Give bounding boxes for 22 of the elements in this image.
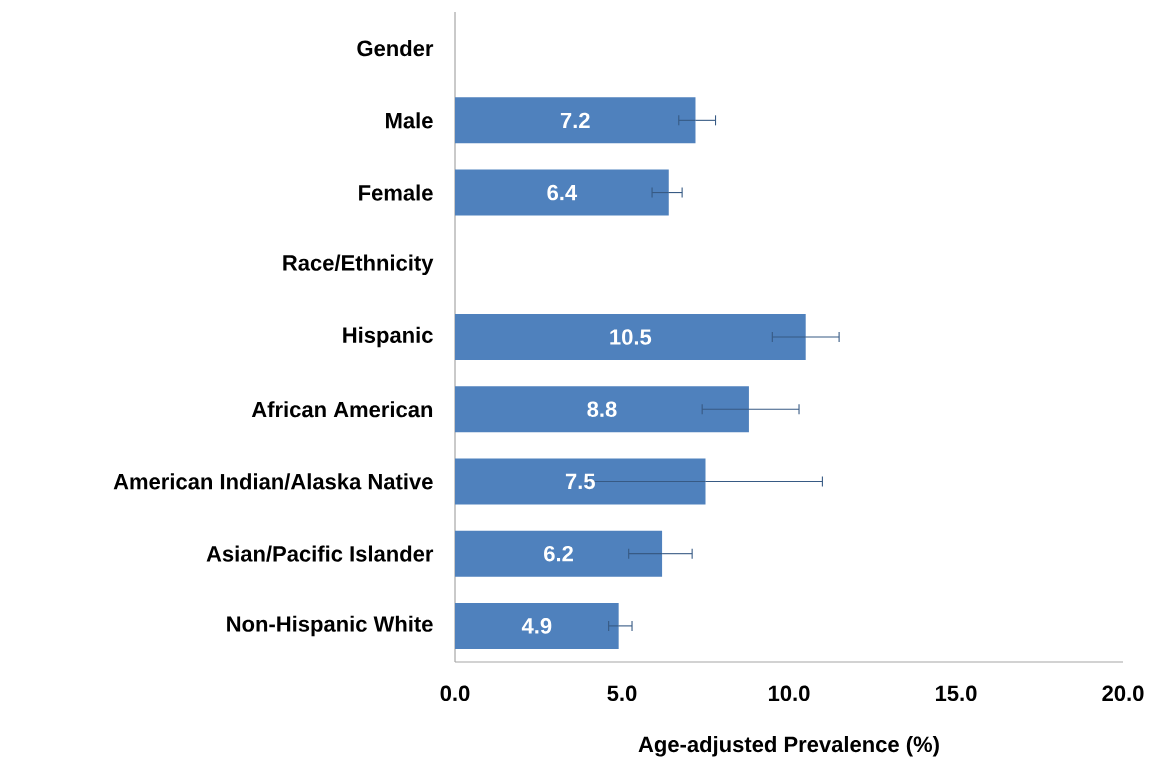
x-tick-label: 20.0: [1102, 685, 1144, 702]
y-tick-label: Male: [386, 112, 433, 129]
data-label: 6.4: [547, 184, 578, 201]
y-tick-label: Female: [359, 184, 433, 201]
data-label: 4.9: [521, 618, 552, 634]
data-label: 8.8: [587, 401, 617, 418]
x-tick-label: 0.0: [440, 685, 470, 702]
y-tick-label: Non-Hispanic White: [227, 615, 433, 637]
x-tick-label: 5.0: [607, 685, 637, 702]
data-label: 10.5: [610, 329, 652, 345]
x-axis-title: Age-adjusted Prevalence (%): [638, 735, 939, 757]
y-tick-label: Gender: [357, 40, 434, 57]
x-tick-label: 10.0: [768, 685, 810, 702]
y-tick-label: American Indian/Alaska Native: [113, 473, 433, 490]
y-tick-label: African American: [251, 401, 433, 418]
y-tick-label: Race/Ethnicity: [283, 254, 434, 276]
x-tick-label: 15.0: [935, 685, 977, 702]
y-tick-label: Hispanic: [343, 326, 433, 348]
data-label: 6.2: [544, 545, 573, 562]
data-label: 7.2: [560, 112, 590, 129]
data-label: 7.5: [565, 473, 595, 490]
y-tick-label: Asian/Pacific Islander: [206, 545, 434, 562]
